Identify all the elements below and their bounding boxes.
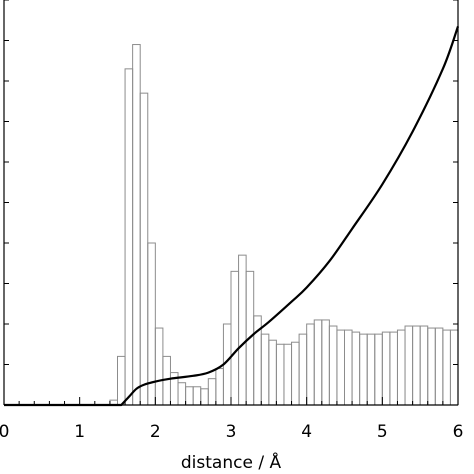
histogram-bar xyxy=(419,325,429,406)
histogram-bar xyxy=(306,323,315,406)
histogram-bar xyxy=(442,329,451,406)
x-tick-label: 4 xyxy=(301,422,312,442)
histogram-bar xyxy=(185,386,194,406)
x-ticks: 0 1 2 3 4 5 6 xyxy=(0,397,463,442)
histogram-bar xyxy=(374,333,383,406)
histogram-bar xyxy=(328,325,338,406)
histogram-bar xyxy=(389,331,398,406)
histogram-bar xyxy=(177,382,187,406)
histogram-bar xyxy=(396,329,406,406)
x-tick-label: 6 xyxy=(453,422,464,442)
histogram-bar xyxy=(207,378,217,406)
y-ticks xyxy=(4,0,458,406)
histogram-bar xyxy=(215,368,224,406)
histogram-bar xyxy=(260,333,270,406)
histogram-bar xyxy=(321,319,330,406)
histogram-bar xyxy=(275,343,285,406)
x-tick-label: 5 xyxy=(377,422,388,442)
histogram-bar xyxy=(336,329,345,406)
histogram-bar xyxy=(359,333,368,406)
x-tick-label: 3 xyxy=(226,422,237,442)
histogram-bar xyxy=(268,339,277,406)
histogram-bar xyxy=(238,254,247,406)
histogram-bar xyxy=(117,355,126,406)
histogram-bar xyxy=(192,386,202,406)
histogram-bar xyxy=(434,327,444,406)
histogram-bar xyxy=(139,92,149,406)
histogram-bar xyxy=(124,68,134,406)
x-tick-label: 1 xyxy=(74,422,85,442)
histogram-bar xyxy=(313,319,323,406)
histogram-bar xyxy=(132,44,141,406)
histogram-bar xyxy=(381,331,391,406)
histogram-bar xyxy=(200,388,209,406)
histogram-bar xyxy=(351,331,361,406)
histogram-bar xyxy=(291,341,300,406)
histogram-bar xyxy=(283,343,293,406)
histogram-bar xyxy=(344,329,353,406)
histogram-bars xyxy=(109,44,459,406)
histogram-bar xyxy=(404,325,414,406)
x-axis-label: distance / Å xyxy=(181,451,282,473)
histogram-bar xyxy=(366,333,376,406)
x-tick-label: 2 xyxy=(150,422,161,442)
histogram-bar xyxy=(412,325,421,406)
x-tick-label: 0 xyxy=(0,422,9,442)
series-line xyxy=(4,25,460,407)
histogram-bar xyxy=(449,329,459,406)
histogram-bar xyxy=(298,333,308,406)
histogram-bar xyxy=(230,270,240,406)
histogram-bar xyxy=(154,327,164,406)
histogram-bar xyxy=(427,327,436,406)
